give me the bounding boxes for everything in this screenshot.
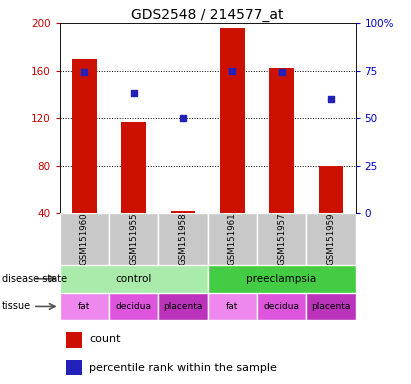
Point (229, 68, 236, 74)
Bar (306, 293, 356, 320)
Text: percentile rank within the sample: percentile rank within the sample (89, 363, 277, 373)
Bar (208, 265, 356, 293)
Text: placenta: placenta (163, 302, 203, 311)
Text: disease state: disease state (2, 274, 67, 284)
Bar (60, 213, 109, 265)
Bar (109, 213, 158, 265)
Bar (65, 361, 82, 376)
Bar (121, 122, 146, 213)
Point (180, 115, 186, 121)
Text: GSM151955: GSM151955 (129, 213, 138, 265)
Text: control: control (115, 274, 152, 284)
Bar (158, 293, 208, 320)
Text: tissue: tissue (2, 301, 31, 311)
Text: placenta: placenta (311, 302, 351, 311)
Point (328, 96, 334, 102)
Text: fat: fat (226, 302, 238, 311)
Point (81, 70, 88, 76)
Bar (220, 28, 245, 213)
Text: preeclampsia: preeclampsia (247, 274, 316, 284)
Bar (65, 333, 82, 348)
Point (278, 70, 285, 76)
Bar (60, 293, 109, 320)
Text: fat: fat (78, 302, 90, 311)
Bar (158, 213, 208, 265)
Bar (171, 211, 195, 213)
Bar (257, 213, 306, 265)
Text: GSM151960: GSM151960 (80, 213, 89, 265)
Bar (208, 213, 257, 265)
Point (130, 90, 137, 96)
Bar (109, 293, 158, 320)
Bar (208, 293, 257, 320)
Text: count: count (89, 334, 121, 344)
Bar (257, 293, 306, 320)
Text: decidua: decidua (263, 302, 300, 311)
Text: decidua: decidua (115, 302, 152, 311)
Bar (60, 265, 208, 293)
Text: GSM151961: GSM151961 (228, 213, 237, 265)
Bar (72, 59, 97, 213)
Text: GSM151958: GSM151958 (178, 213, 187, 265)
Bar (306, 213, 356, 265)
Bar (269, 68, 294, 213)
Title: GDS2548 / 214577_at: GDS2548 / 214577_at (131, 8, 284, 22)
Bar (319, 166, 343, 213)
Text: GSM151957: GSM151957 (277, 213, 286, 265)
Text: GSM151959: GSM151959 (326, 213, 335, 265)
